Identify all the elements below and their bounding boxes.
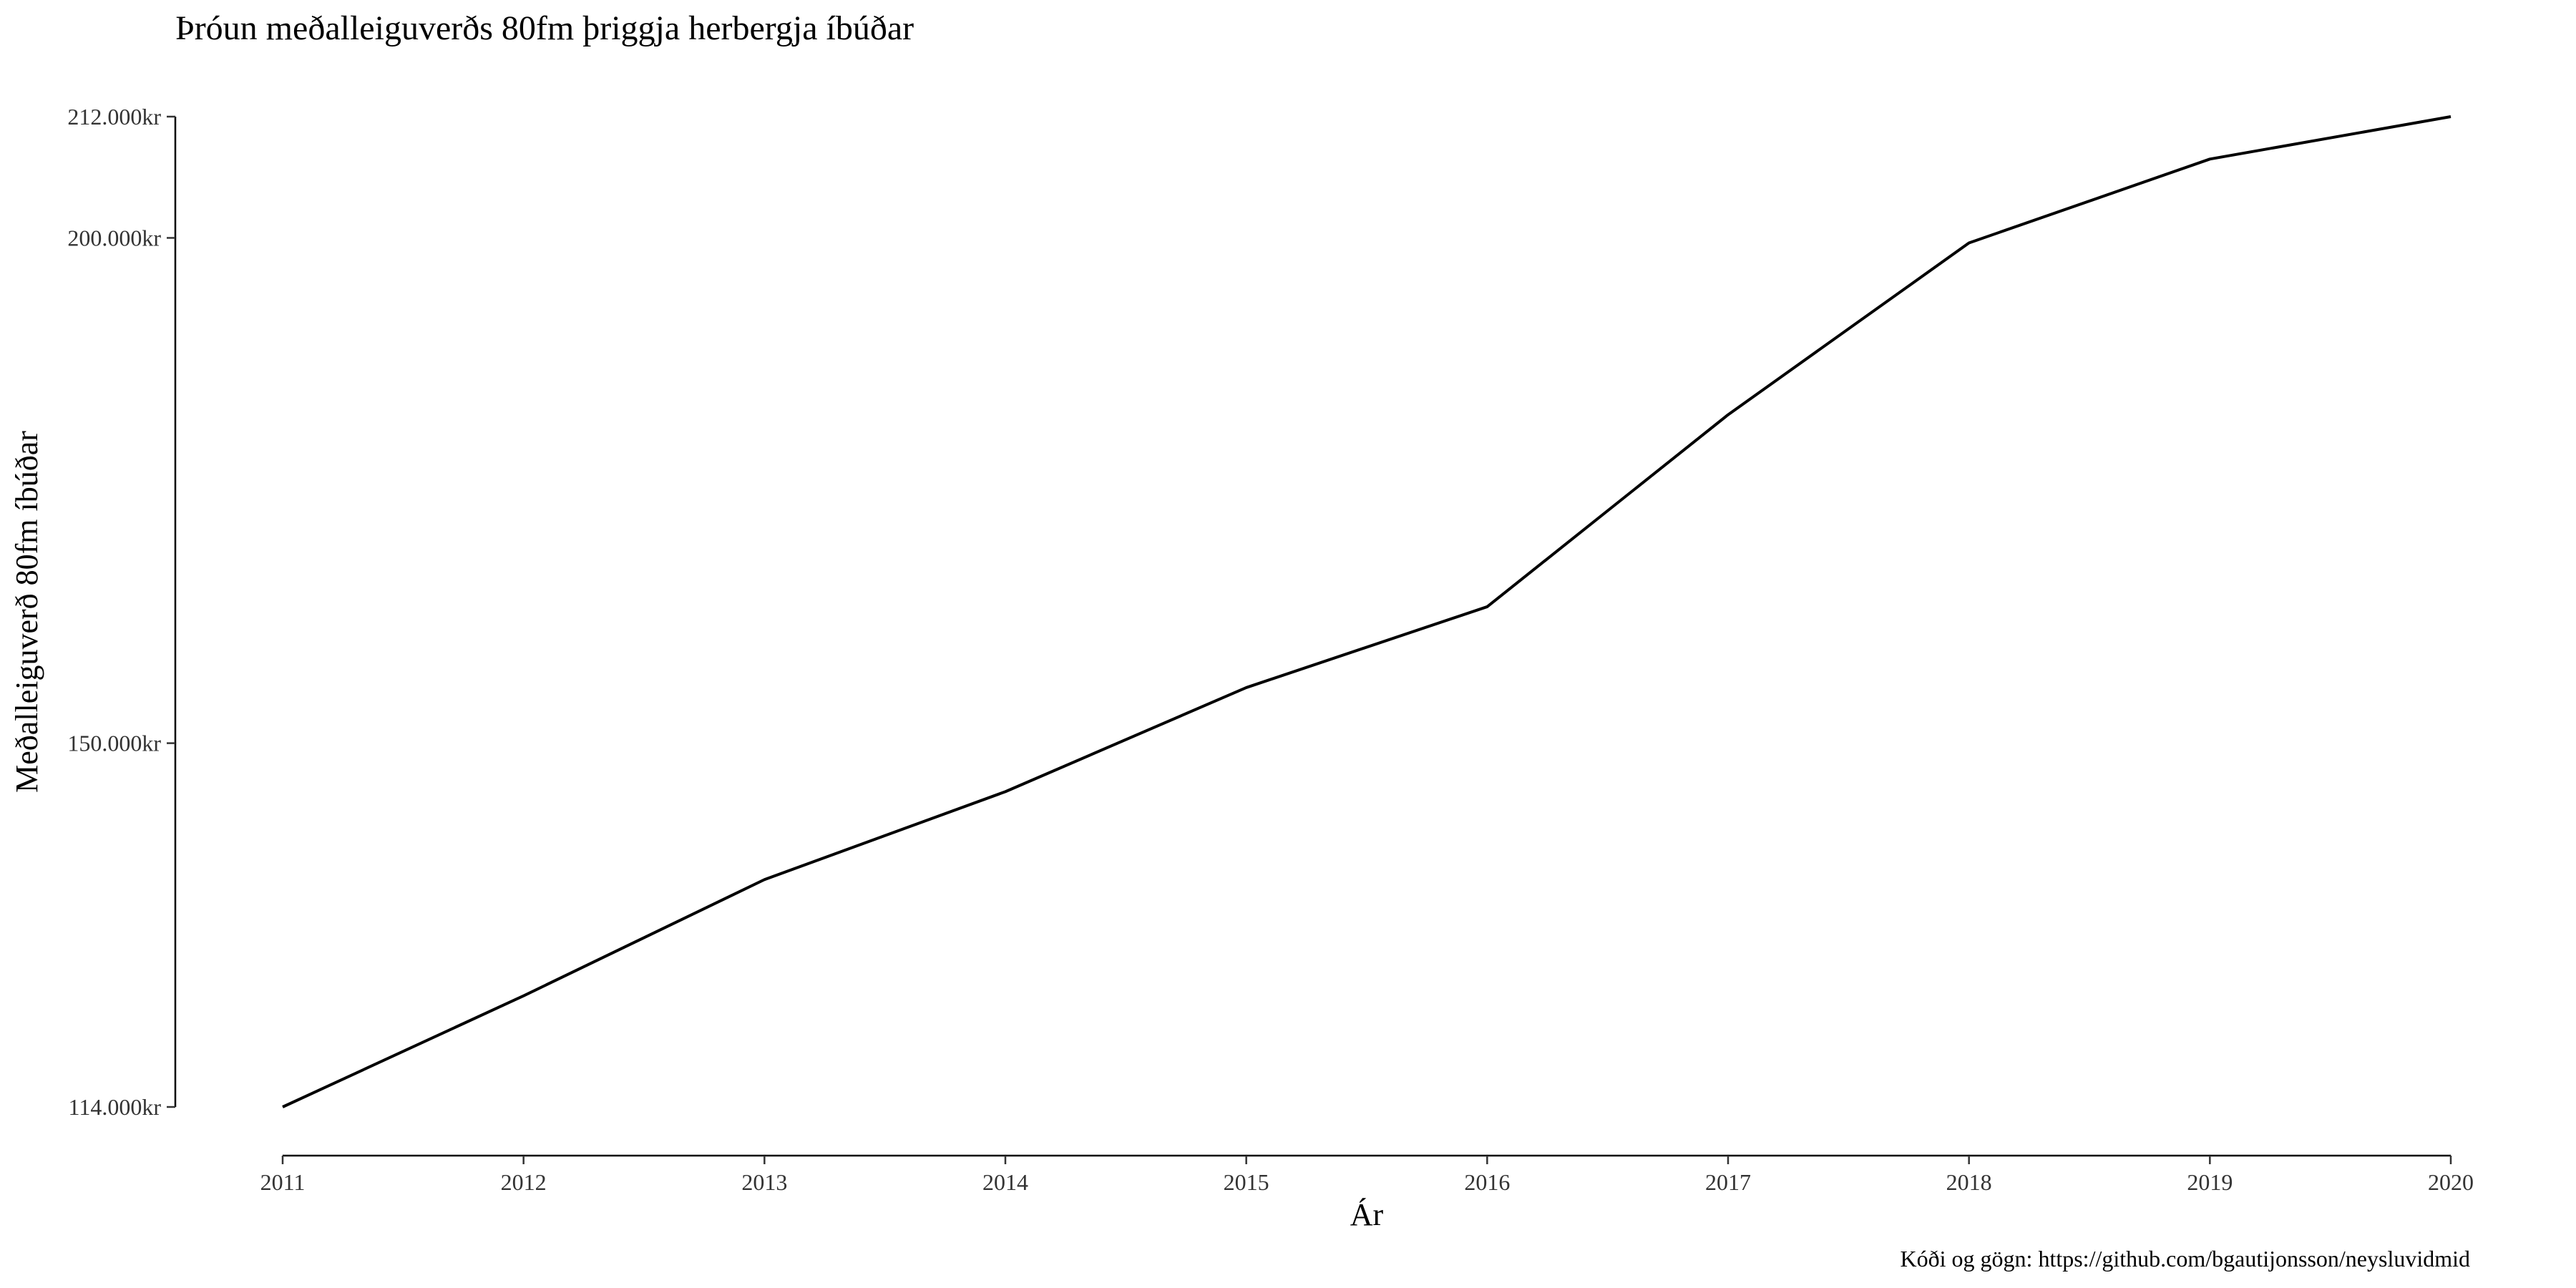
y-axis-ticks: 114.000kr 150.000kr 200.000kr 212.000kr <box>67 104 175 1120</box>
x-tick-label: 2014 <box>982 1169 1028 1195</box>
y-tick-label: 212.000kr <box>67 104 161 130</box>
x-tick-label: 2018 <box>1946 1169 1992 1195</box>
plot-area: 114.000kr 150.000kr 200.000kr 212.000kr 201… <box>67 104 2474 1195</box>
x-tick-label: 2020 <box>2428 1169 2474 1195</box>
series-line <box>282 115 2451 1108</box>
series-group <box>282 115 2451 1108</box>
x-tick-label: 2013 <box>741 1169 787 1195</box>
x-tick-label: 2019 <box>2187 1169 2233 1195</box>
x-tick-label: 2011 <box>260 1169 306 1195</box>
y-tick-label: 200.000kr <box>67 225 161 250</box>
x-tick-label: 2012 <box>501 1169 547 1195</box>
x-axis-ticks: 2011 2012 2013 2014 2015 2016 2017 2018 2019 2020 <box>260 1156 2474 1195</box>
x-tick-label: 2017 <box>1705 1169 1751 1195</box>
y-tick-label: 114.000kr <box>69 1094 162 1120</box>
chart-caption: Kóði og gögn: https://github.com/bgautij… <box>1901 1246 2470 1272</box>
y-axis-title: Meðalleiguverð 80fm íbúðar <box>9 431 44 793</box>
x-tick-label: 2016 <box>1464 1169 1510 1195</box>
x-axis-title: Ár <box>1350 1197 1384 1232</box>
x-tick-label: 2015 <box>1224 1169 1269 1195</box>
y-tick-label: 150.000kr <box>67 731 161 756</box>
chart-title: Þróun meðalleiguverðs 80fm þriggja herbe… <box>175 9 914 47</box>
